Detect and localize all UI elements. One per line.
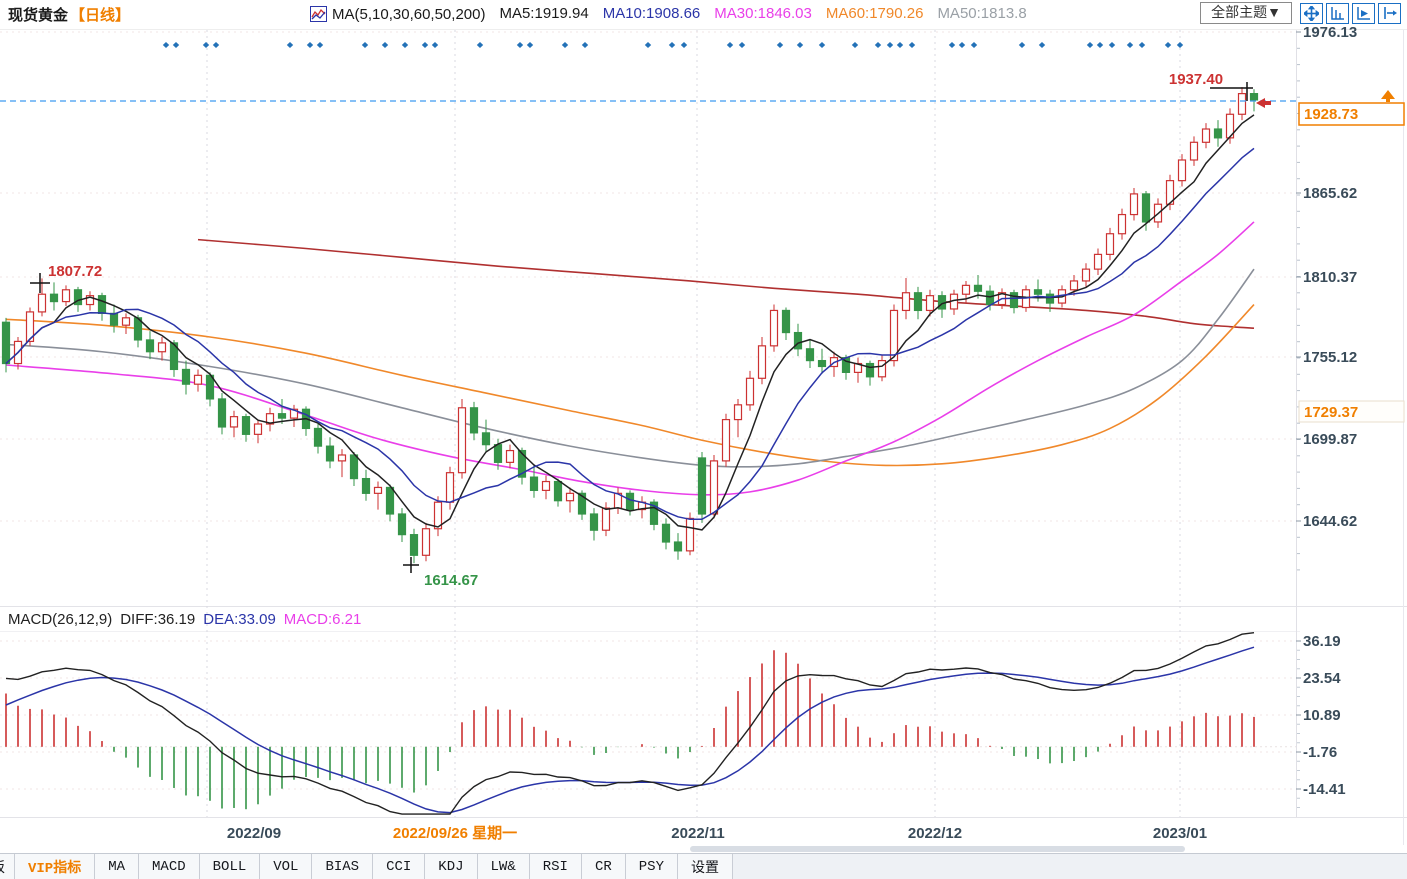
svg-text:-14.41: -14.41 bbox=[1303, 781, 1346, 798]
ma-item-2: MA30:1846.03 bbox=[714, 5, 812, 22]
price-chart[interactable]: 1807.72 1937.40 1614.67 1976.13 1865.62 1810.… bbox=[0, 0, 1407, 853]
diff-line bbox=[5, 632, 1255, 815]
last-price-arrow bbox=[1256, 98, 1265, 108]
ma-item-0: MA5:1919.94 bbox=[499, 5, 589, 22]
high-price-annotation: 1807.72 bbox=[48, 263, 102, 280]
svg-text:1699.87: 1699.87 bbox=[1303, 431, 1357, 448]
line-ma60 bbox=[5, 303, 1255, 467]
tab-BIAS[interactable]: BIAS bbox=[312, 854, 374, 879]
month-label: 2022/09 bbox=[227, 825, 281, 842]
candles bbox=[1, 87, 1259, 564]
mini-chart-icon bbox=[310, 6, 328, 22]
macd-axis: 36.19 23.54 10.89 -1.76 -14.41 bbox=[1296, 633, 1346, 808]
ma-computed-lines bbox=[5, 114, 1255, 531]
horizontal-scrollbar-thumb[interactable] bbox=[690, 846, 1185, 852]
tab-设置[interactable]: 设置 bbox=[677, 854, 733, 879]
macd-params-label: MACD(26,12,9) bbox=[8, 610, 113, 628]
svg-text:1928.73: 1928.73 bbox=[1304, 106, 1358, 123]
svg-text:1755.12: 1755.12 bbox=[1303, 349, 1357, 366]
theme-dropdown[interactable]: 全部主题▼ bbox=[1200, 2, 1292, 24]
svg-text:1976.13: 1976.13 bbox=[1303, 24, 1357, 41]
line-ma50 bbox=[5, 268, 1255, 468]
month-label: 2023/01 bbox=[1153, 825, 1207, 842]
line-ma5 bbox=[5, 114, 1255, 531]
selected-date-label: 2022/09/26 星期一 bbox=[393, 824, 517, 842]
axis-panel-icon[interactable] bbox=[1326, 2, 1349, 24]
ma-settings-label: MA(5,10,30,60,50,200) bbox=[332, 5, 486, 23]
panel-export-icon[interactable] bbox=[1378, 2, 1401, 24]
macd-header: MACD(26,12,9) DIFF:36.19 DEA:33.09 MACD:… bbox=[0, 607, 1300, 631]
ma-item-1: MA10:1908.66 bbox=[602, 5, 701, 22]
svg-text:1644.62: 1644.62 bbox=[1303, 513, 1357, 530]
tab-MACD[interactable]: MACD bbox=[139, 854, 200, 879]
line-ma10 bbox=[5, 147, 1255, 521]
tab-KDJ[interactable]: KDJ bbox=[425, 854, 478, 879]
alert-price-badge bbox=[1298, 400, 1405, 423]
tab-LW&[interactable]: LW& bbox=[477, 854, 530, 879]
ma-item-3: MA60:1790.26 bbox=[825, 5, 924, 22]
tab-MA[interactable]: MA bbox=[95, 854, 140, 879]
svg-text:1729.37: 1729.37 bbox=[1304, 404, 1358, 421]
pan-crosshair-icon[interactable] bbox=[1300, 2, 1323, 24]
price-up-arrow-icon bbox=[1381, 90, 1395, 99]
indicator-tabbar: 板VIP指标MAMACDBOLLVOLBIASCCIKDJLW&RSICRPSY… bbox=[0, 853, 1407, 879]
low-price-annotation: 1614.67 bbox=[424, 572, 478, 589]
ma-values: MA5:1919.94 MA10:1908.66 MA30:1846.03 MA60:… bbox=[485, 5, 1026, 23]
svg-text:1865.62: 1865.62 bbox=[1303, 185, 1357, 202]
tab-CR[interactable]: CR bbox=[581, 854, 626, 879]
x-axis-labels: 2022/09 2022/09/26 星期一 2022/11 2022/12 2023/… bbox=[227, 824, 1207, 842]
svg-text:1810.37: 1810.37 bbox=[1303, 269, 1357, 286]
price-axis: 1976.13 1865.62 1810.37 1755.12 1699.87 1644.… bbox=[1296, 24, 1405, 571]
tab-PSY[interactable]: PSY bbox=[625, 854, 678, 879]
ma-overlay-lines bbox=[5, 221, 1255, 496]
macd-pane bbox=[5, 632, 1255, 815]
dea-value: DEA:33.09 bbox=[203, 610, 276, 628]
tab-板[interactable]: 板 bbox=[0, 854, 15, 879]
recent-high-annotation: 1937.40 bbox=[1169, 71, 1223, 88]
current-price-badge bbox=[1298, 102, 1405, 126]
month-label: 2022/11 bbox=[671, 825, 724, 842]
instrument-title: 现货黄金 bbox=[8, 6, 69, 24]
line-ma200 bbox=[197, 238, 1255, 329]
tabbar-empty-space bbox=[732, 854, 1407, 879]
svg-text:10.89: 10.89 bbox=[1303, 707, 1341, 724]
chart-toolbar bbox=[1300, 2, 1401, 24]
event-marker-dots[interactable] bbox=[162, 42, 1184, 48]
gridlines bbox=[0, 30, 1296, 817]
diff-value: DIFF:36.19 bbox=[120, 610, 196, 628]
tab-BOLL[interactable]: BOLL bbox=[199, 854, 261, 879]
ma-item-4: MA50:1813.8 bbox=[937, 5, 1027, 22]
tab-VIP指标[interactable]: VIP指标 bbox=[15, 854, 96, 879]
tab-VOL[interactable]: VOL bbox=[260, 854, 313, 879]
svg-text:23.54: 23.54 bbox=[1303, 670, 1341, 687]
macd-value: MACD:6.21 bbox=[283, 610, 362, 628]
month-label: 2022/12 bbox=[908, 825, 962, 842]
tab-RSI[interactable]: RSI bbox=[529, 854, 582, 879]
period-label: 【日线】 bbox=[70, 6, 131, 24]
chart-header: 现货黄金 【日线】 MA(5,10,30,60,50,200) MA5:1919… bbox=[0, 0, 1407, 28]
svg-text:36.19: 36.19 bbox=[1303, 633, 1341, 650]
panel-play-icon[interactable] bbox=[1352, 2, 1375, 24]
line-ma30 bbox=[5, 221, 1255, 496]
annotations: 1807.72 1937.40 1614.67 bbox=[30, 71, 1271, 589]
tab-CCI[interactable]: CCI bbox=[373, 854, 426, 879]
svg-text:-1.76: -1.76 bbox=[1303, 744, 1337, 761]
